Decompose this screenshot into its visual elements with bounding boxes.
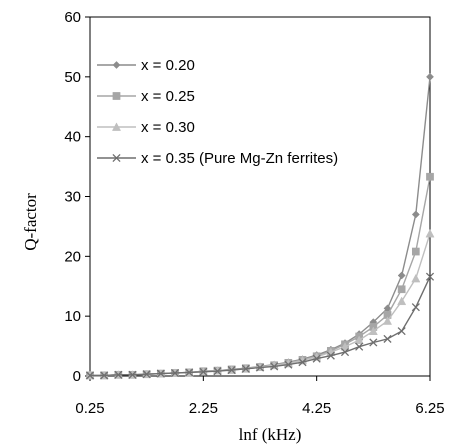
data-point xyxy=(425,272,435,281)
data-point xyxy=(185,368,194,377)
data-point xyxy=(270,362,279,371)
data-point xyxy=(354,335,364,344)
data-point xyxy=(397,285,406,294)
data-point xyxy=(383,334,392,343)
legend-label: x = 0.30 xyxy=(141,119,195,136)
data-point xyxy=(312,354,321,363)
legend-label: x = 0.25 xyxy=(141,88,195,105)
data-point xyxy=(100,371,109,380)
data-point xyxy=(340,348,350,357)
data-point xyxy=(368,326,378,335)
data-point xyxy=(426,172,434,181)
y-tick-label: 30 xyxy=(64,189,81,206)
x-tick-label: 6.25 xyxy=(415,400,444,417)
data-point xyxy=(355,342,364,351)
data-point xyxy=(112,92,121,100)
series-4 xyxy=(85,272,435,380)
data-point xyxy=(112,153,121,163)
x-tick-label: 2.25 xyxy=(189,400,218,417)
x-tick-label: 0.25 xyxy=(75,400,104,417)
data-point xyxy=(227,365,236,375)
data-point xyxy=(397,296,407,306)
data-point xyxy=(284,360,293,369)
data-point xyxy=(255,363,265,372)
data-point xyxy=(128,370,137,379)
series-group xyxy=(85,72,435,380)
y-tick-label: 60 xyxy=(64,9,81,26)
data-point xyxy=(425,228,435,238)
data-point xyxy=(199,367,208,376)
data-point xyxy=(340,342,350,351)
data-point xyxy=(369,338,378,347)
legend-item: x = 0.30 xyxy=(97,119,195,136)
legend-item: x = 0.35 (Pure Mg-Zn ferrites) xyxy=(97,150,338,167)
data-point xyxy=(426,72,434,81)
y-axis-title: Q-factor xyxy=(21,193,40,251)
data-point xyxy=(411,210,420,219)
y-tick-label: 50 xyxy=(64,69,81,86)
data-point xyxy=(411,247,420,256)
legend-item: x = 0.20 xyxy=(97,57,195,74)
axes: 0 10 20 30 40 50 60 0.25 2.25 4.25 6.25 xyxy=(64,9,444,417)
data-point xyxy=(114,370,123,379)
data-point xyxy=(170,368,180,378)
y-tick-label: 40 xyxy=(64,129,81,146)
data-point xyxy=(156,369,165,378)
data-point xyxy=(382,316,393,325)
data-point xyxy=(112,61,121,69)
data-point xyxy=(213,367,222,376)
data-point xyxy=(411,303,420,312)
data-point xyxy=(298,358,307,367)
y-tick-label: 0 xyxy=(73,368,81,385)
data-point xyxy=(397,327,406,336)
legend: x = 0.20 x = 0.25 x = 0.30 x = 0.35 (Pure M… xyxy=(97,57,338,167)
x-axis-title: lnf (kHz) xyxy=(239,425,302,444)
y-tick-label: 20 xyxy=(64,248,81,265)
data-point xyxy=(326,351,335,360)
data-point xyxy=(397,271,406,280)
data-point xyxy=(241,364,250,373)
legend-item: x = 0.25 xyxy=(97,88,195,105)
x-tick-label: 4.25 xyxy=(302,400,331,417)
legend-label: x = 0.35 (Pure Mg-Zn ferrites) xyxy=(141,150,338,167)
data-point xyxy=(85,371,95,380)
data-point xyxy=(111,122,122,131)
y-tick-label: 10 xyxy=(64,308,81,325)
data-point xyxy=(411,273,421,283)
legend-label: x = 0.20 xyxy=(141,57,195,74)
data-point xyxy=(142,370,151,379)
